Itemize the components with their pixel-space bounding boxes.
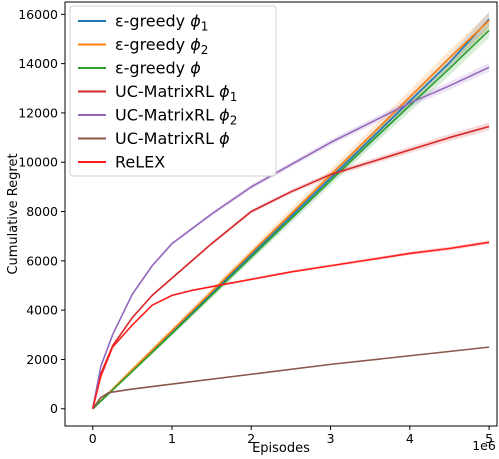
legend-entry: ε-greedy ϕ2	[115, 35, 208, 57]
plot-frame	[64, 1, 498, 427]
legend-entry: ε-greedy ϕ1	[115, 12, 208, 34]
y-tick-label: 14000	[18, 56, 58, 71]
y-tick-label: 6000	[26, 253, 58, 268]
series-line	[91, 125, 490, 409]
x-tick-label: 4	[406, 431, 414, 446]
legend-entry: UC-MatrixRL ϕ2	[115, 106, 237, 128]
x-tick-label: 0	[89, 431, 97, 446]
legend-entry: ReLEX	[115, 153, 165, 172]
y-tick-label: 2000	[26, 352, 58, 367]
legend-entry: ε-greedy ϕ	[115, 59, 201, 78]
x-axis-multiplier: 1e6	[472, 438, 496, 453]
x-tick-label: 1	[168, 431, 176, 446]
y-tick-label: 12000	[18, 105, 58, 120]
y-tick-label: 0	[50, 401, 58, 416]
series-line	[92, 19, 490, 410]
series-line	[91, 241, 490, 409]
legend-entry: UC-MatrixRL ϕ1	[115, 82, 237, 104]
y-tick-label: 4000	[26, 303, 58, 318]
x-axis-ticks: 0 1 2 3 4 5	[89, 426, 493, 446]
legend-entry: UC-MatrixRL ϕ	[115, 129, 230, 148]
series-line	[92, 346, 490, 410]
x-tick-label: 5	[485, 431, 493, 446]
legend-box	[69, 5, 277, 177]
y-tick-label: 16000	[18, 7, 58, 22]
series-lines	[91, 18, 490, 410]
y-tick-label: 8000	[26, 204, 58, 219]
y-axis-ticks: 0 2000 4000 6000 8000 10000 12000 14000 16000	[18, 7, 65, 416]
x-tick-label: 3	[327, 431, 335, 446]
x-axis-label: Episodes	[252, 441, 310, 456]
legend: ε-greedy ϕ1ε-greedy ϕ2 ε-greedy ϕ UC-Matri…	[69, 5, 277, 177]
series-line	[91, 66, 490, 409]
series-line	[92, 29, 490, 410]
y-tick-label: 10000	[18, 155, 58, 170]
y-axis-label: Cumulative Regret	[6, 153, 21, 274]
x-tick-label: 2	[247, 431, 255, 446]
